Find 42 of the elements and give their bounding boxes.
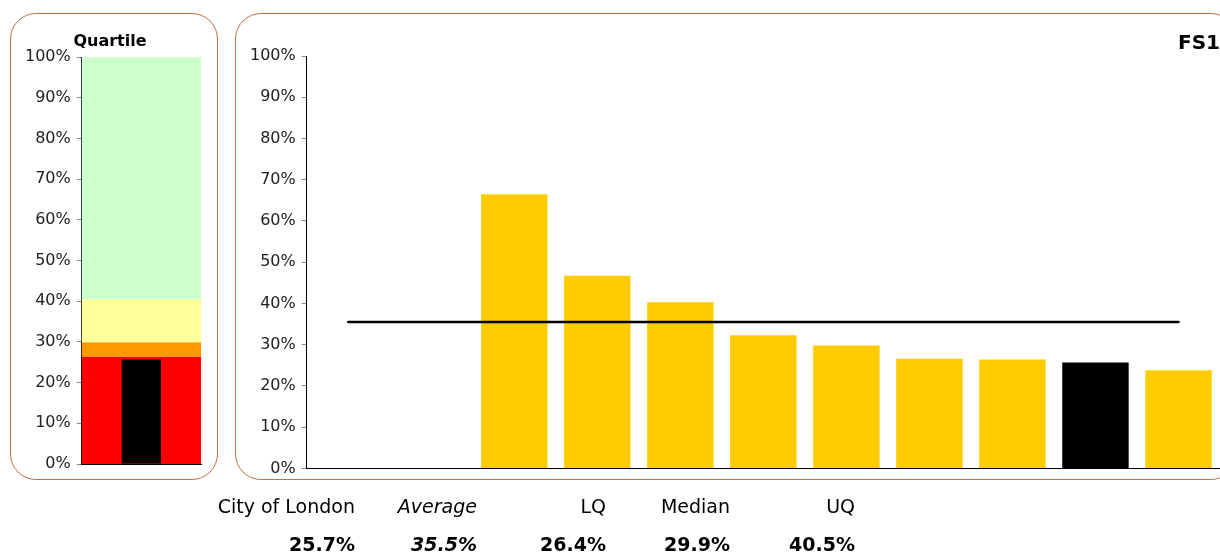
text: 40.5% xyxy=(788,533,855,555)
y-tick-label: 100% xyxy=(249,45,296,65)
text: Median xyxy=(659,495,730,517)
y-tick-label: 10% xyxy=(35,412,71,432)
text: 35.5% xyxy=(410,533,477,555)
y-tick-label: 90% xyxy=(35,87,71,107)
text: Average xyxy=(396,495,477,517)
bar xyxy=(730,335,797,468)
bar xyxy=(481,194,548,468)
y-tick-label: 80% xyxy=(260,127,296,147)
bar xyxy=(979,359,1046,468)
text: 26.4% xyxy=(539,533,606,555)
y-tick-label: 70% xyxy=(35,168,71,188)
bar xyxy=(896,358,963,468)
y-tick-label: 0% xyxy=(45,453,71,473)
y-tick-label: 50% xyxy=(260,251,296,271)
y-tick-label: 90% xyxy=(260,86,296,106)
y-tick-label: 10% xyxy=(260,416,296,436)
text: LQ xyxy=(579,495,606,517)
bar xyxy=(813,345,880,468)
y-tick-label: 60% xyxy=(35,209,71,229)
y-tick-label: 20% xyxy=(35,371,71,391)
y-tick-label: 20% xyxy=(260,375,296,395)
y-tick-label: 80% xyxy=(35,127,71,147)
y-tick-label: 40% xyxy=(35,290,71,310)
y-tick-label: 50% xyxy=(35,249,71,269)
text: 29.9% xyxy=(663,533,730,555)
bar xyxy=(647,302,714,468)
chart-title: FS1 xyxy=(1178,30,1220,55)
y-tick-label: 70% xyxy=(260,168,296,188)
y-tick-label: 30% xyxy=(35,331,71,351)
y-tick-label: 40% xyxy=(260,292,296,312)
text: 25.7% xyxy=(288,533,355,555)
y-tick-label: 0% xyxy=(270,457,296,477)
chart-title: Quartile xyxy=(73,30,147,50)
bar xyxy=(1145,370,1212,468)
text: UQ xyxy=(825,495,855,517)
text: City of London xyxy=(216,495,355,517)
y-tick-label: 60% xyxy=(260,210,296,230)
y-tick-label: 30% xyxy=(260,333,296,353)
y-tick-label: 100% xyxy=(24,46,71,66)
bar xyxy=(564,275,631,468)
